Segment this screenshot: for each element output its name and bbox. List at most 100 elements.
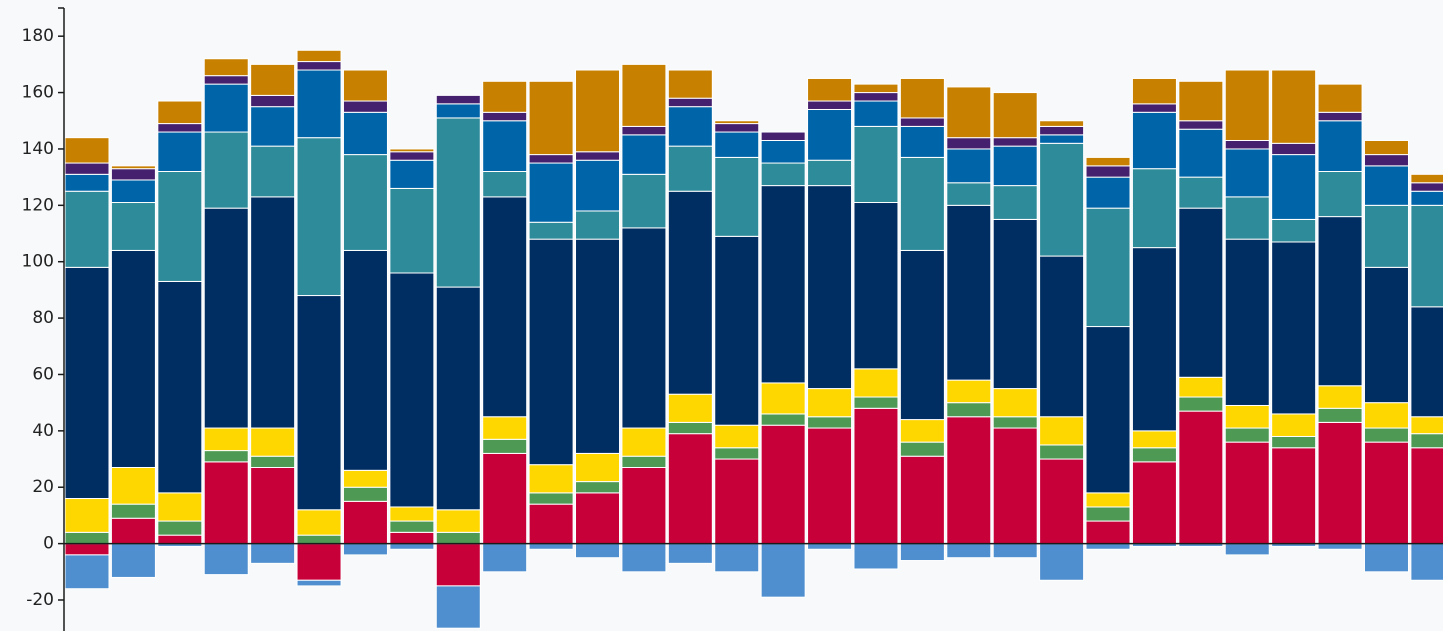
bar-segment: [1085, 176, 1131, 209]
bar-segment: [1224, 69, 1270, 141]
bar-segment: [946, 204, 992, 381]
bar-segment: [1131, 111, 1177, 170]
bar-segment: [760, 382, 806, 415]
bar-segment: [528, 162, 574, 223]
bar-segment: [250, 63, 296, 96]
bar-segment: [992, 185, 1038, 220]
bar-segment: [1131, 461, 1177, 545]
bar-segment: [807, 388, 853, 418]
bar-segment: [1039, 255, 1085, 418]
bar-segment: [714, 123, 760, 133]
bar-segment: [1178, 80, 1224, 122]
bar-segment: [435, 585, 481, 629]
bar-segment: [342, 469, 388, 488]
bar-segment: [250, 455, 296, 468]
bar-segment: [157, 280, 203, 494]
bar-segment: [1410, 173, 1443, 184]
bar-segment: [714, 458, 760, 545]
bar-segment: [899, 543, 945, 562]
bar-segment: [528, 543, 574, 550]
bar-segment: [1410, 204, 1443, 308]
bar-segment: [1085, 326, 1131, 494]
bar-segment: [667, 145, 713, 192]
bar-segment: [760, 413, 806, 426]
bar-segment: [992, 543, 1038, 559]
bar-segment: [250, 106, 296, 147]
bar-segment: [853, 92, 899, 102]
bar-segment: [1085, 165, 1131, 178]
y-tick-label: 120: [22, 195, 54, 215]
bar-segment: [1224, 543, 1270, 556]
bar-segment: [482, 543, 528, 573]
bar-segment: [482, 171, 528, 198]
bar-segment: [1131, 77, 1177, 105]
bar-segment: [203, 427, 249, 452]
y-tick-label: 80: [32, 308, 54, 328]
bar-segment: [667, 433, 713, 545]
bar-segment: [250, 427, 296, 457]
bar-segment: [296, 509, 342, 536]
bar-segment: [667, 106, 713, 147]
y-tick-label: 20: [32, 477, 54, 497]
bar-segment: [1363, 441, 1409, 545]
bar-segment: [853, 543, 899, 570]
bar-segment: [342, 486, 388, 502]
bar-segment: [575, 238, 621, 454]
bar-segment: [1410, 433, 1443, 449]
bar-segment: [64, 190, 110, 268]
bar-segment: [528, 80, 574, 156]
bar-segment: [389, 272, 435, 508]
bar-segment: [1085, 492, 1131, 508]
bar-segment: [853, 100, 899, 127]
bar-segment: [899, 77, 945, 119]
bar-segment: [1271, 69, 1317, 144]
bar-segment: [1363, 266, 1409, 404]
bar-segment: [992, 145, 1038, 187]
bar-segment: [1224, 238, 1270, 406]
bar-segment: [342, 543, 388, 556]
y-tick-label: 60: [32, 364, 54, 384]
bar-segment: [1085, 156, 1131, 167]
bar-segment: [342, 100, 388, 113]
bar-segment: [760, 162, 806, 187]
bar-segment: [853, 407, 899, 545]
bar-segment: [1317, 385, 1363, 409]
bar-segment: [1178, 176, 1224, 209]
bar-segment: [389, 520, 435, 533]
bar-segment: [1178, 376, 1224, 398]
bar-segment: [250, 543, 296, 564]
bar-segment: [946, 86, 992, 139]
bar-segment: [946, 137, 992, 150]
bar-segment: [528, 492, 574, 505]
bar-segment: [1363, 154, 1409, 167]
bar-segment: [157, 534, 203, 545]
bar-segment: [482, 196, 528, 418]
bar-segment: [342, 500, 388, 545]
bar-segment: [1271, 142, 1317, 156]
bar-segment: [64, 162, 110, 175]
bar-segment: [667, 393, 713, 423]
bar-segment: [1085, 506, 1131, 522]
bar-segment: [946, 402, 992, 418]
bar-segment: [110, 543, 156, 578]
bar-segment: [714, 543, 760, 573]
bar-segment: [899, 156, 945, 251]
bar-segment: [203, 207, 249, 429]
bar-segment: [667, 543, 713, 564]
bar-segment: [760, 139, 806, 164]
bar-segment: [1039, 458, 1085, 545]
bar-segment: [1271, 435, 1317, 449]
bar-segment: [482, 111, 528, 122]
bar-segment: [807, 108, 853, 161]
bar-segment: [899, 441, 945, 457]
bars: [64, 49, 1443, 629]
bar-segment: [1410, 182, 1443, 192]
bar-segment: [714, 424, 760, 449]
bar-segment: [203, 450, 249, 463]
y-tick-label: 180: [22, 26, 54, 46]
bar-segment: [807, 77, 853, 102]
bar-segment: [157, 520, 203, 536]
bar-segment: [157, 123, 203, 133]
